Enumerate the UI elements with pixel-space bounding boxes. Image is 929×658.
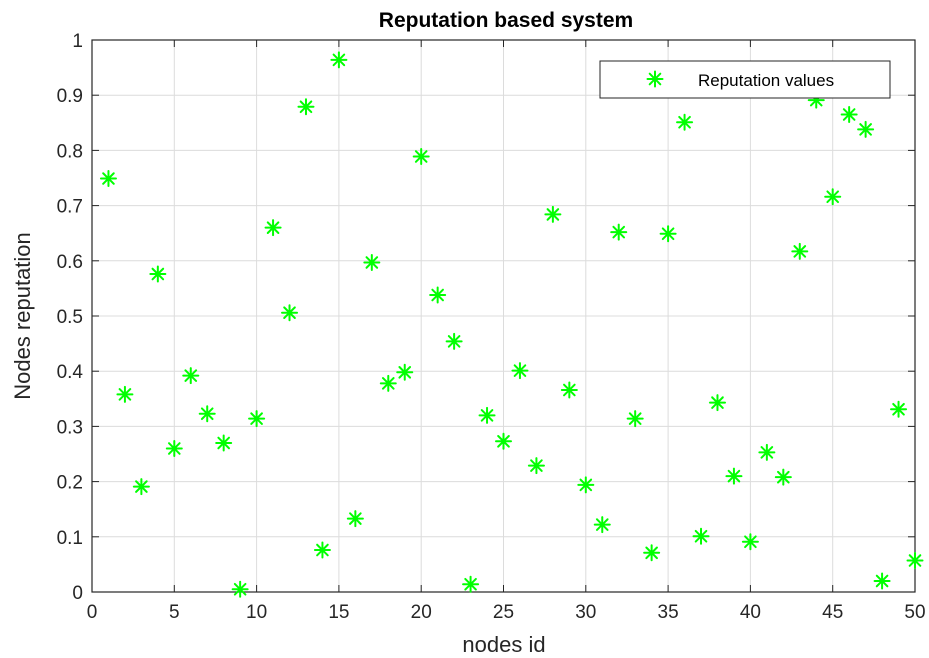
data-point (560, 381, 578, 399)
y-tick-label: 0.4 (57, 362, 84, 383)
data-point (281, 304, 299, 322)
data-point (495, 432, 512, 450)
data-point (791, 242, 809, 260)
data-point (264, 219, 282, 237)
data-point (248, 410, 266, 428)
data-point (429, 286, 447, 304)
axis-ticks: 0 5 10 15 20 25 30 35 40 45 50 0 0.1 0.2 0.3 0.4 0.5 0.6 0… (57, 31, 926, 623)
data-point (840, 106, 858, 124)
grid (92, 40, 915, 592)
data-point (873, 572, 891, 590)
y-tick-label: 0.6 (57, 252, 83, 273)
data-point (890, 400, 908, 418)
x-tick-label: 40 (740, 602, 761, 623)
data-point (132, 478, 150, 496)
legend: Reputation values (599, 60, 891, 99)
x-tick-label: 25 (493, 602, 514, 623)
data-point (676, 113, 694, 131)
y-tick-label: 0.7 (57, 197, 83, 218)
data-point (412, 147, 430, 165)
data-point (363, 253, 381, 271)
x-tick-label: 30 (575, 602, 596, 623)
data-point (758, 443, 776, 461)
data-point (577, 476, 595, 494)
x-tick-label: 20 (411, 602, 432, 623)
data-point (511, 362, 529, 380)
y-tick-label: 0.3 (57, 417, 83, 438)
x-axis-label: nodes id (462, 632, 545, 657)
data-point (215, 434, 233, 452)
data-point (182, 367, 200, 385)
data-point (725, 467, 743, 485)
data-point (313, 541, 331, 559)
x-tick-label: 15 (328, 602, 349, 623)
data-point (165, 439, 183, 457)
data-point (659, 225, 677, 243)
chart-title: Reputation based system (379, 9, 633, 32)
data-point (462, 575, 480, 593)
data-point (116, 385, 134, 403)
data-point (906, 552, 924, 570)
x-tick-label: 45 (822, 602, 843, 623)
data-point (857, 120, 875, 138)
data-point (330, 51, 348, 69)
data-point (708, 394, 726, 412)
data-point (149, 265, 167, 283)
data-point (692, 527, 710, 545)
x-tick-label: 10 (246, 602, 267, 623)
y-tick-label: 0.2 (57, 473, 83, 494)
y-tick-label: 0.1 (57, 528, 83, 549)
data-point (396, 363, 414, 381)
legend-label: Reputation values (698, 71, 834, 90)
data-points (99, 51, 924, 598)
y-tick-label: 0.9 (57, 86, 83, 107)
data-point (198, 405, 216, 423)
legend-marker-asterisk (646, 70, 664, 88)
x-tick-label: 50 (904, 602, 925, 623)
data-point (478, 406, 496, 424)
data-point (643, 544, 661, 562)
data-point (626, 410, 644, 428)
data-point (824, 188, 842, 206)
data-point (297, 98, 315, 116)
data-point (99, 170, 117, 188)
y-tick-label: 0.8 (57, 141, 83, 162)
data-point (231, 580, 249, 598)
data-point (379, 374, 397, 392)
data-point (610, 223, 628, 241)
data-point (593, 516, 611, 534)
legend-asterisk-icon (646, 70, 664, 88)
y-tick-label: 1 (72, 31, 83, 52)
data-point (774, 468, 792, 486)
plot-frame (91, 39, 916, 593)
y-tick-label: 0 (72, 583, 83, 604)
data-point (346, 510, 364, 528)
y-tick-label: 0.5 (57, 307, 83, 328)
y-axis-label: Nodes reputation (10, 232, 35, 400)
x-tick-label: 5 (169, 602, 180, 623)
data-point (445, 332, 463, 350)
data-point (527, 457, 545, 475)
x-tick-label: 35 (658, 602, 679, 623)
data-point (544, 205, 562, 223)
data-point (741, 533, 759, 551)
x-tick-label: 0 (87, 602, 98, 623)
